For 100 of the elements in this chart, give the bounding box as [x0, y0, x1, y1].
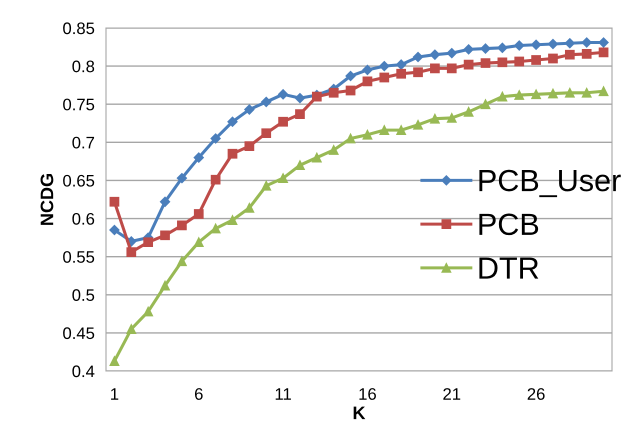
- point: [514, 56, 524, 66]
- point: [228, 148, 238, 159]
- y-tick-label: 0.85: [63, 22, 94, 34]
- point: [126, 324, 136, 334]
- point: [160, 196, 170, 207]
- point: [564, 88, 575, 98]
- legend-label: PCB: [479, 214, 538, 236]
- point: [464, 106, 474, 117]
- point: [582, 49, 592, 59]
- point: [598, 86, 608, 96]
- point: [582, 88, 592, 98]
- point: [379, 125, 390, 135]
- point: [177, 256, 187, 266]
- point: [160, 230, 170, 240]
- point: [480, 99, 490, 110]
- point: [160, 280, 170, 290]
- point: [514, 40, 524, 51]
- point: [295, 160, 305, 170]
- point: [362, 130, 372, 140]
- point: [312, 152, 322, 162]
- y-tick-label: 0.45: [63, 327, 94, 340]
- point: [430, 50, 440, 60]
- point: [530, 40, 542, 50]
- point: [446, 113, 457, 123]
- legend-label: PCB_User: [479, 170, 621, 198]
- y-tick-label: 0.5: [72, 289, 94, 301]
- point: [227, 116, 238, 127]
- point: [210, 133, 221, 144]
- point: [228, 215, 238, 225]
- point: [176, 173, 188, 184]
- point: [379, 72, 390, 82]
- point: [110, 196, 120, 207]
- point: [126, 247, 136, 257]
- x-tick-label: 6: [194, 388, 203, 400]
- point: [294, 93, 306, 104]
- point: [143, 306, 154, 316]
- point: [598, 37, 609, 48]
- point: [362, 64, 373, 76]
- y-tick-label: 0.7: [72, 136, 94, 149]
- point: [548, 54, 558, 64]
- point: [295, 109, 305, 119]
- point: [261, 96, 272, 108]
- point: [110, 356, 120, 366]
- x-tick-label: 1: [111, 388, 118, 400]
- point: [396, 68, 406, 79]
- point: [480, 58, 490, 68]
- point: [598, 48, 608, 58]
- point: [345, 70, 356, 82]
- point: [362, 76, 372, 86]
- y-tick-label: 0.65: [63, 174, 94, 187]
- y-tick-label: 0.55: [63, 251, 94, 263]
- point: [464, 44, 474, 54]
- point: [210, 174, 220, 185]
- y-tick-label: 0.6: [72, 212, 94, 225]
- point: [261, 180, 272, 191]
- point: [177, 220, 187, 230]
- point: [446, 48, 457, 58]
- point: [194, 209, 204, 219]
- point: [464, 60, 474, 70]
- point: [498, 57, 508, 68]
- point: [498, 92, 508, 102]
- point: [548, 88, 558, 98]
- point: [328, 88, 339, 98]
- y-tick-label: 0.4: [72, 365, 94, 378]
- point: [446, 64, 457, 74]
- point: [531, 89, 541, 100]
- point: [379, 60, 390, 72]
- point: [244, 203, 254, 213]
- point: [480, 43, 491, 54]
- point: [564, 38, 575, 48]
- point: [514, 90, 524, 100]
- point: [194, 152, 204, 163]
- point: [346, 134, 356, 144]
- point: [396, 59, 406, 70]
- point: [244, 104, 254, 115]
- y-axis-title: NCDG: [40, 174, 54, 225]
- y-tick-label: 0.75: [63, 98, 94, 110]
- point: [413, 67, 423, 78]
- point: [430, 114, 440, 124]
- point: [109, 224, 120, 236]
- point: [497, 42, 508, 53]
- point: [194, 237, 204, 248]
- point: [564, 50, 575, 60]
- point: [143, 237, 154, 248]
- point: [548, 38, 558, 50]
- point: [413, 120, 423, 130]
- point: [278, 89, 288, 100]
- point: [396, 125, 406, 135]
- point: [430, 64, 440, 74]
- point: [278, 116, 288, 127]
- point: [412, 52, 424, 62]
- x-axis-title: K: [354, 406, 366, 420]
- x-tick-label: 11: [276, 388, 291, 400]
- point: [244, 141, 254, 152]
- point: [278, 173, 288, 184]
- point: [261, 128, 272, 138]
- point: [531, 55, 541, 65]
- x-tick-label: 21: [443, 388, 460, 400]
- x-tick-label: 26: [528, 388, 545, 400]
- legend-label: DTR: [479, 258, 538, 279]
